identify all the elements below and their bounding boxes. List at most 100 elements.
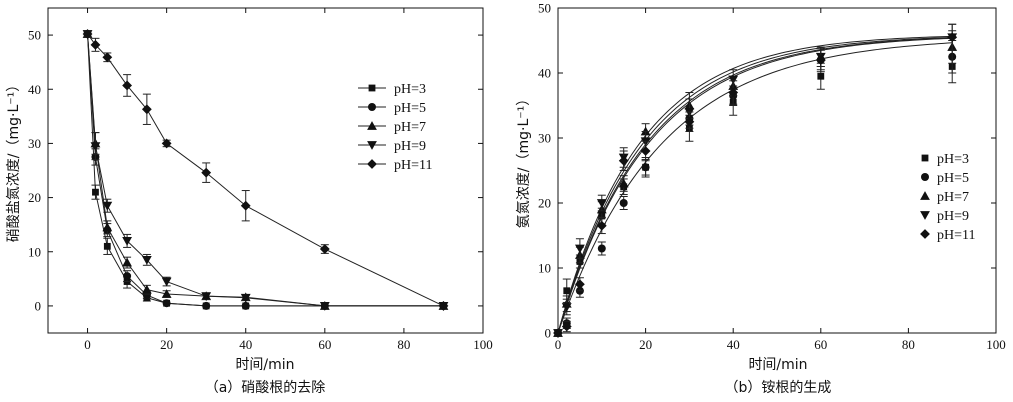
legend: pH=3 pH=5 pH=7 pH=9 pH=11: [920, 152, 976, 243]
series-triangle-down: [553, 23, 958, 338]
data-point: [123, 272, 132, 281]
legend-label: pH=5: [394, 101, 426, 116]
legend-marker: [921, 154, 929, 162]
data-point: [618, 155, 629, 166]
series-diamond: [553, 23, 958, 338]
data-point: [240, 200, 251, 211]
data-point: [596, 199, 607, 208]
data-point: [141, 284, 152, 294]
data-point: [596, 220, 607, 231]
legend-marker: [367, 159, 377, 169]
legend-label: pH=11: [937, 228, 976, 243]
data-point: [161, 277, 172, 287]
data-point: [241, 301, 250, 310]
legend-label: pH=7: [937, 190, 969, 205]
data-point: [102, 201, 113, 211]
legend-label: pH=9: [394, 139, 426, 154]
data-point: [122, 80, 132, 91]
data-point: [597, 244, 606, 253]
data-point: [817, 72, 825, 80]
data-point: [161, 289, 172, 298]
x-tick-label: 60: [318, 337, 331, 352]
data-point: [619, 199, 628, 207]
data-point: [141, 255, 152, 265]
data-point: [561, 321, 572, 332]
legend-label: pH=5: [937, 171, 969, 186]
data-point: [240, 293, 251, 303]
legend-marker: [920, 211, 930, 220]
x-tick-label: 20: [639, 337, 652, 352]
series-fit-curve-square: [557, 37, 953, 334]
data-point: [92, 188, 99, 196]
panel-b-caption: （b）铵根的生成: [725, 380, 832, 396]
panel-a-caption: （a）硝酸根的去除: [205, 380, 326, 396]
panel-b-ammonium-formation-chart: 0 20 40 60 80 10001020304050pH=3pH=5pH=7pH=9p…: [538, 1, 1006, 353]
y-tick-label: 50: [538, 1, 551, 16]
plot-frame: [557, 7, 997, 334]
x-tick-label: 100: [473, 337, 493, 352]
x-tick-label: 20: [160, 337, 173, 352]
legend-marker: [921, 173, 929, 181]
legend-label: pH=3: [937, 152, 969, 167]
legend-marker: [920, 191, 930, 200]
data-point: [90, 142, 101, 152]
y-tick-label: 0: [545, 326, 552, 341]
series-line-square: [87, 33, 444, 307]
plot-frame: [47, 7, 484, 334]
axes: 0 20 40 60 80 100 0 10 20 30 40 50: [28, 7, 493, 352]
data-point: [319, 301, 330, 311]
y-tick-label: 20: [538, 196, 551, 211]
data-point: [82, 29, 93, 39]
series-line-diamond: [87, 33, 444, 307]
y-tick-label: 0: [35, 298, 42, 313]
data-point: [728, 75, 739, 85]
data-point: [161, 138, 172, 149]
legend-marker: [367, 121, 377, 130]
y-tick-label: 10: [538, 261, 551, 276]
data-point: [618, 178, 629, 188]
panel-a-nitrate-removal-chart: 0 20 40 60 80 10001020304050pH=3pH=5pH=7pH=9p…: [28, 7, 493, 352]
legend-marker: [368, 103, 376, 111]
x-tick-label: 40: [239, 337, 252, 352]
legend-label: pH=9: [937, 209, 969, 224]
y-tick-label: 50: [28, 28, 41, 43]
series-square: [83, 30, 447, 310]
data-point: [575, 244, 585, 254]
legend-marker: [367, 141, 377, 150]
data-point: [201, 292, 212, 302]
axes: 0 20 40 60 80 100 0 10 20 30 40 50: [538, 1, 1006, 353]
series-fit-curve-triangle-down: [557, 35, 953, 334]
series-circle: [83, 30, 448, 310]
series-line-triangle-up: [87, 33, 444, 307]
data-point: [102, 52, 113, 63]
legend-marker: [920, 229, 930, 239]
data-point: [641, 163, 650, 172]
x-tick-label: 0: [555, 337, 562, 352]
panel-b-x-axis-label: 时间/min: [748, 357, 807, 373]
data-point: [122, 257, 132, 267]
series-fit-curve-triangle-up: [557, 36, 953, 334]
legend-label: pH=11: [394, 158, 433, 173]
x-tick-label: 80: [902, 337, 915, 352]
data-point: [202, 301, 211, 310]
series-line-circle: [87, 33, 444, 307]
legend-label: pH=7: [394, 120, 426, 135]
panel-b-y-axis-label: 氨氮浓度/（mg·L⁻¹）: [516, 92, 532, 229]
legend-label: pH=3: [394, 82, 426, 97]
y-tick-label: 30: [28, 136, 41, 151]
data-point: [201, 167, 212, 178]
series-circle: [554, 40, 957, 337]
legend: pH=3 pH=5 pH=7 pH=9 pH=11: [358, 82, 433, 173]
data-point: [162, 299, 171, 308]
x-tick-label: 100: [986, 337, 1006, 352]
panel-a-x-axis-label: 时间/min: [235, 357, 294, 373]
series-line-triangle-down: [87, 33, 444, 307]
y-tick-label: 30: [538, 131, 551, 146]
x-tick-label: 0: [84, 337, 91, 352]
y-tick-label: 20: [28, 190, 41, 205]
data-point: [561, 303, 572, 312]
data-point: [947, 32, 958, 43]
legend-marker: [368, 84, 376, 92]
panel-a-y-axis-label: 硝酸盐氮浓度/（mg·L⁻¹）: [6, 78, 22, 243]
